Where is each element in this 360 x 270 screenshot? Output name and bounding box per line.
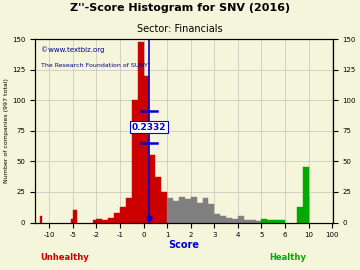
Bar [102, 220, 108, 222]
Bar [297, 207, 303, 222]
Bar [238, 217, 244, 222]
Bar [226, 218, 232, 222]
Bar [197, 203, 203, 222]
Bar [303, 167, 309, 222]
Bar [93, 220, 94, 222]
Bar [94, 220, 96, 222]
Bar [167, 198, 173, 222]
Bar [108, 218, 114, 222]
Bar [208, 204, 214, 222]
X-axis label: Score: Score [168, 240, 199, 250]
Text: Unhealthy: Unhealthy [40, 253, 89, 262]
Bar [244, 220, 249, 222]
Bar [73, 210, 77, 222]
Bar [120, 207, 126, 222]
Y-axis label: Number of companies (997 total): Number of companies (997 total) [4, 78, 9, 183]
Bar [144, 76, 149, 222]
Bar [40, 217, 42, 222]
Bar [161, 192, 167, 222]
Bar [156, 177, 161, 222]
Bar [179, 197, 185, 222]
Bar [220, 217, 226, 222]
Bar [214, 214, 220, 222]
Bar [267, 220, 273, 222]
Text: ©www.textbiz.org: ©www.textbiz.org [41, 46, 104, 53]
Bar [185, 199, 191, 222]
Bar [138, 42, 144, 222]
Text: The Research Foundation of SUNY: The Research Foundation of SUNY [41, 63, 148, 68]
Text: 0.2332: 0.2332 [132, 123, 166, 132]
Bar [71, 219, 73, 222]
Bar [132, 100, 138, 222]
Text: Z''-Score Histogram for SNV (2016): Z''-Score Histogram for SNV (2016) [70, 3, 290, 13]
Bar [256, 221, 261, 222]
Text: Healthy: Healthy [270, 253, 306, 262]
Bar [96, 219, 102, 222]
Bar [114, 213, 120, 222]
Bar [232, 219, 238, 222]
Bar [191, 197, 197, 222]
Bar [126, 198, 132, 222]
Bar [173, 201, 179, 222]
Bar [249, 220, 256, 222]
Bar [273, 220, 279, 222]
Text: Sector: Financials: Sector: Financials [137, 24, 223, 34]
Bar [203, 198, 208, 222]
Bar [279, 220, 285, 222]
Bar [149, 155, 156, 222]
Bar [261, 219, 267, 222]
